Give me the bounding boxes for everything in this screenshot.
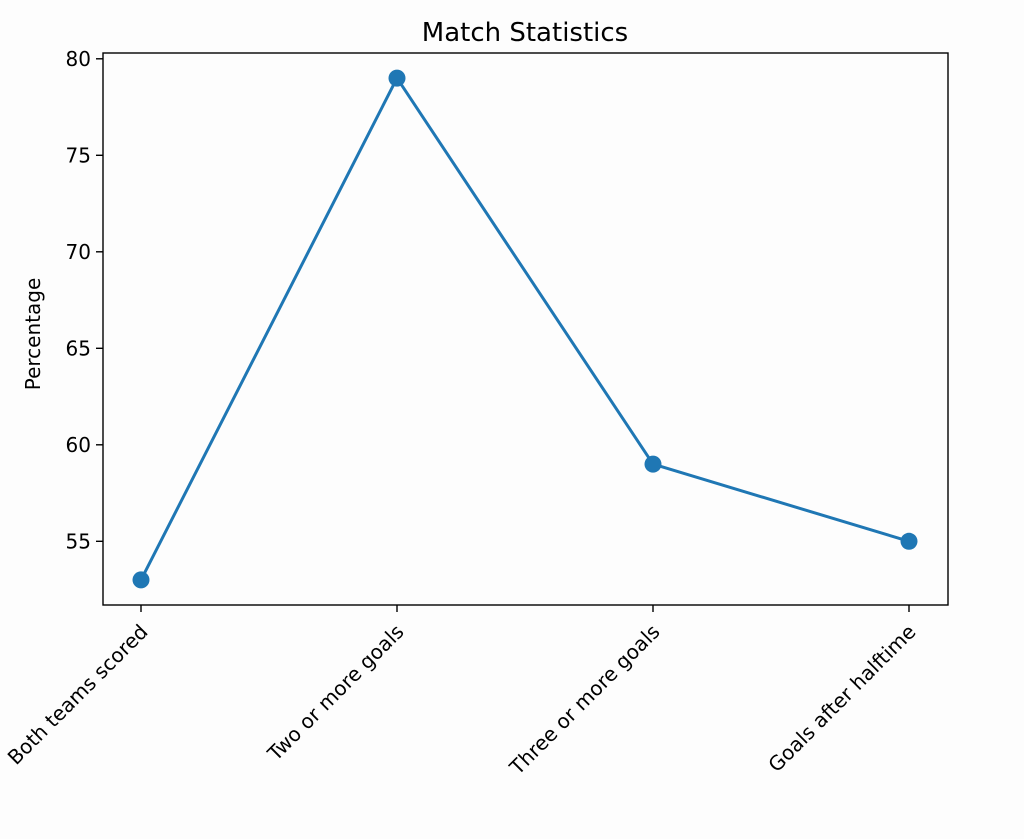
y-axis-ticks: 55 60 65 70 75 80 bbox=[66, 47, 103, 553]
series-layer bbox=[132, 69, 918, 589]
data-point bbox=[900, 532, 918, 550]
y-axis-label: Percentage bbox=[21, 278, 45, 391]
y-tick-label: 70 bbox=[66, 240, 91, 264]
plot-frame bbox=[102, 52, 949, 606]
y-tick-label: 80 bbox=[66, 47, 91, 71]
data-point bbox=[644, 455, 662, 473]
series-line bbox=[139, 76, 910, 581]
data-point bbox=[132, 571, 150, 589]
y-tick-label: 75 bbox=[66, 143, 91, 167]
data-point bbox=[388, 69, 406, 87]
y-tick-label: 60 bbox=[66, 433, 91, 457]
chart-title: Match Statistics bbox=[422, 18, 628, 48]
y-tick-label: 65 bbox=[66, 336, 91, 360]
y-tick-label: 55 bbox=[66, 529, 91, 553]
